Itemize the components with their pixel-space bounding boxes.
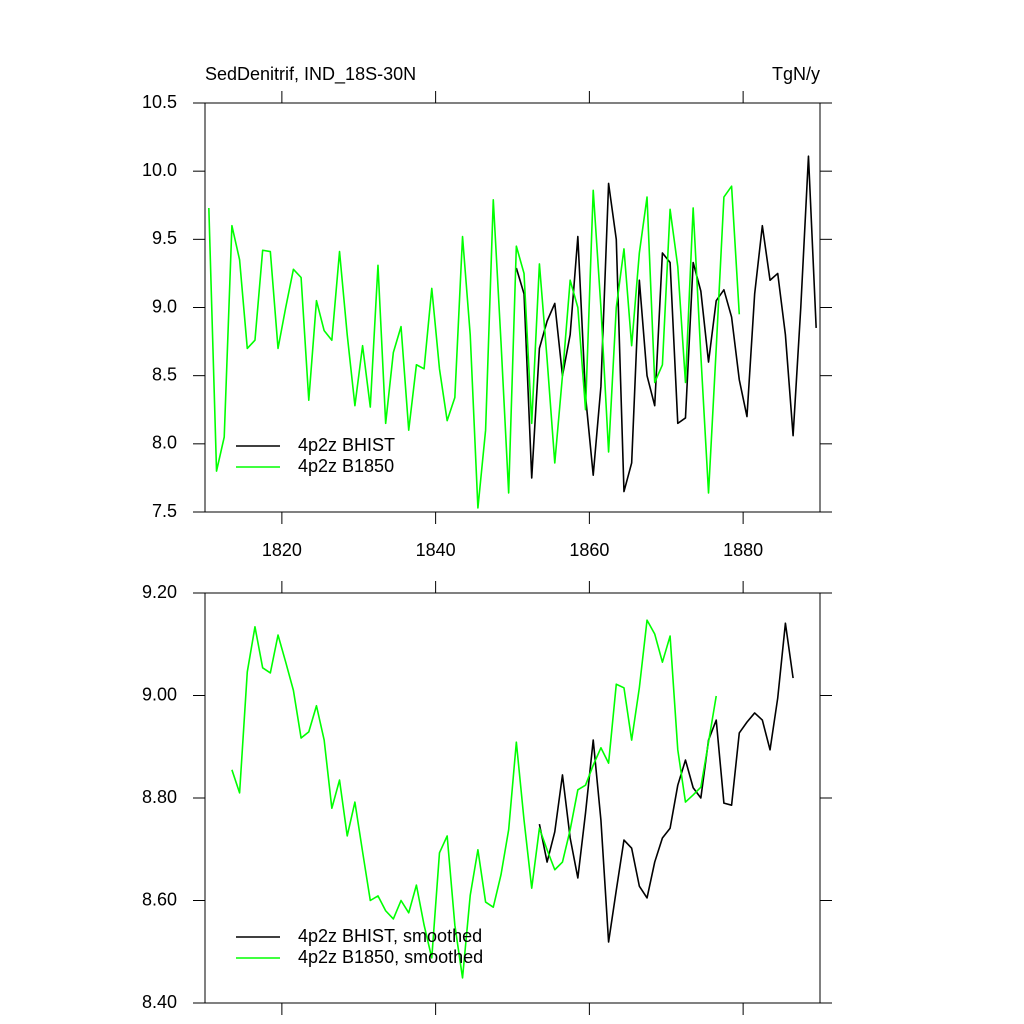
chart-title: SedDenitrif, IND_18S-30N: [205, 64, 416, 85]
y-tick-label: 8.5: [152, 364, 177, 384]
legend-label: 4p2z B1850, smoothed: [298, 947, 483, 967]
y-tick-label: 10.5: [142, 92, 177, 112]
series-line: [538, 622, 794, 943]
y-tick-label: 7.5: [152, 501, 177, 521]
series-line: [208, 185, 741, 509]
legend-label: 4p2z BHIST: [298, 435, 395, 455]
series-line: [515, 155, 817, 493]
y-tick-label: 9.00: [142, 684, 177, 704]
y-tick-label: 10.0: [142, 160, 177, 180]
x-tick-label: 1880: [723, 540, 763, 560]
y-tick-label: 8.0: [152, 433, 177, 453]
legend-label: 4p2z B1850: [298, 456, 394, 476]
y-tick-label: 8.40: [142, 992, 177, 1012]
x-tick-label: 1840: [416, 540, 456, 560]
series-line: [231, 619, 718, 979]
y-tick-label: 8.60: [142, 889, 177, 909]
legend-label: 4p2z BHIST, smoothed: [298, 926, 482, 946]
x-tick-label: 1860: [569, 540, 609, 560]
y-tick-label: 9.20: [142, 582, 177, 602]
x-tick-label: 1820: [262, 540, 302, 560]
y-tick-label: 9.0: [152, 296, 177, 316]
y-tick-label: 9.5: [152, 228, 177, 248]
units-label: TgN/y: [772, 64, 820, 84]
y-tick-label: 8.80: [142, 787, 177, 807]
